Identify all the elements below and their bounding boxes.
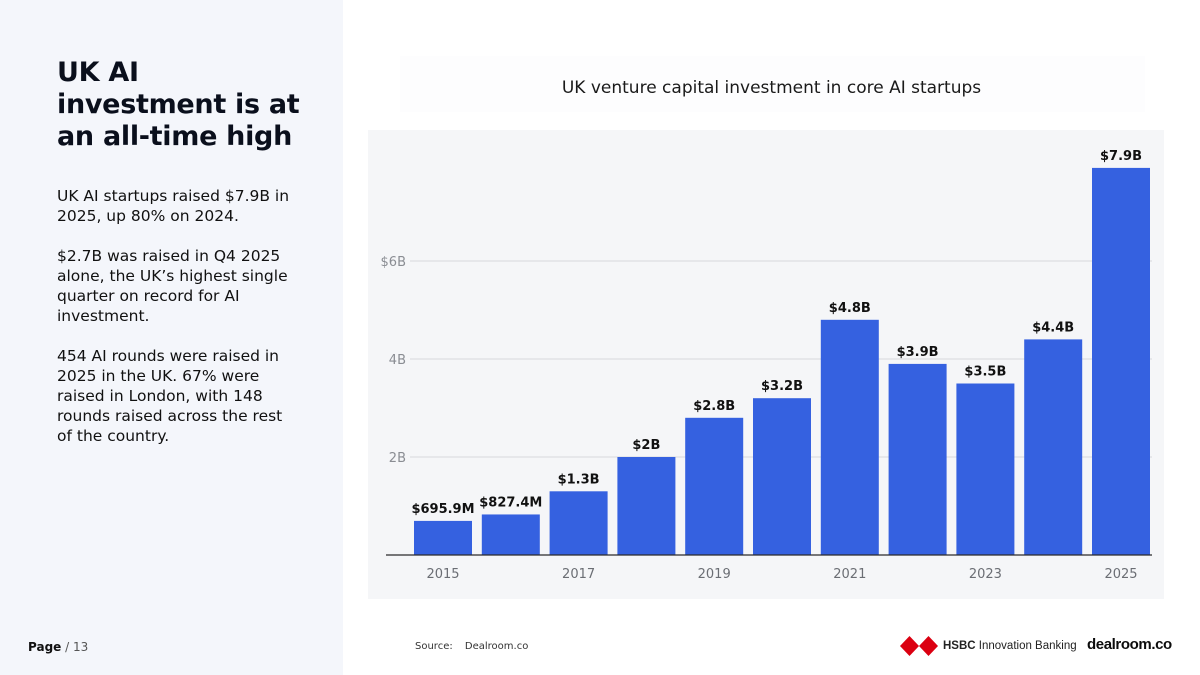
bar [617,457,676,555]
bar [481,514,540,555]
hsbc-logo: HSBC Innovation Banking [900,636,1077,656]
source-label: Source: [415,641,453,652]
left-panel: UK AI investment is at an all-time high … [0,0,343,675]
bar [820,319,879,555]
x-tick-label: 2017 [562,567,595,582]
x-tick-label: 2025 [1104,567,1137,582]
data-label: $695.9M [411,502,474,517]
hsbc-hexagon-icon [900,636,938,656]
page-total: / 13 [65,640,89,654]
hsbc-text: HSBC Innovation Banking [943,640,1077,652]
data-label: $4.8B [829,301,871,316]
data-label: $3.2B [761,379,803,394]
bar [685,417,744,555]
y-tick-label: $6B [381,255,406,270]
data-label: $827.4M [479,495,542,510]
x-tick-label: 2015 [426,567,459,582]
data-label: $4.4B [1032,320,1074,335]
source-value: Dealroom.co [464,641,529,652]
dealroom-logo: dealroom.co [1087,636,1172,653]
data-label: $7.9B [1100,149,1142,164]
bar [956,383,1015,555]
data-label: $1.3B [558,472,600,487]
source-note: Source: Dealroom.co [415,641,528,652]
data-label: $3.5B [964,365,1006,380]
bar [753,398,811,555]
chart-title-area [400,56,1145,112]
x-tick-label: 2021 [833,567,866,582]
bar [1092,167,1150,555]
bar [1024,339,1083,555]
bar [414,520,472,555]
data-label: $2B [632,438,660,453]
y-tick-label: 2B [389,451,406,466]
bar [549,491,608,555]
data-label: $3.9B [897,345,939,360]
bar [888,363,947,555]
chart-title: UK venture capital investment in core AI… [561,78,982,98]
page-headline: UK AI investment is at an all-time high [57,57,300,152]
body-text: UK AI startups raised $7.9B in 2025, up … [57,186,297,466]
paragraph-1: UK AI startups raised $7.9B in 2025, up … [57,187,290,225]
paragraph-2: $2.7B was raised in Q4 2025 alone, the U… [57,247,288,325]
data-label: $2.8B [693,399,735,414]
x-tick-label: 2019 [698,567,731,582]
page-label: Page [28,640,62,654]
page-number: Page / 13 [28,640,88,654]
y-tick-label: 4B [389,353,406,368]
paragraph-3: 454 AI rounds were raised in 2025 in the… [57,347,283,445]
hsbc-brand: HSBC [943,640,976,652]
hsbc-sub: Innovation Banking [978,640,1077,652]
x-tick-label: 2023 [969,567,1002,582]
